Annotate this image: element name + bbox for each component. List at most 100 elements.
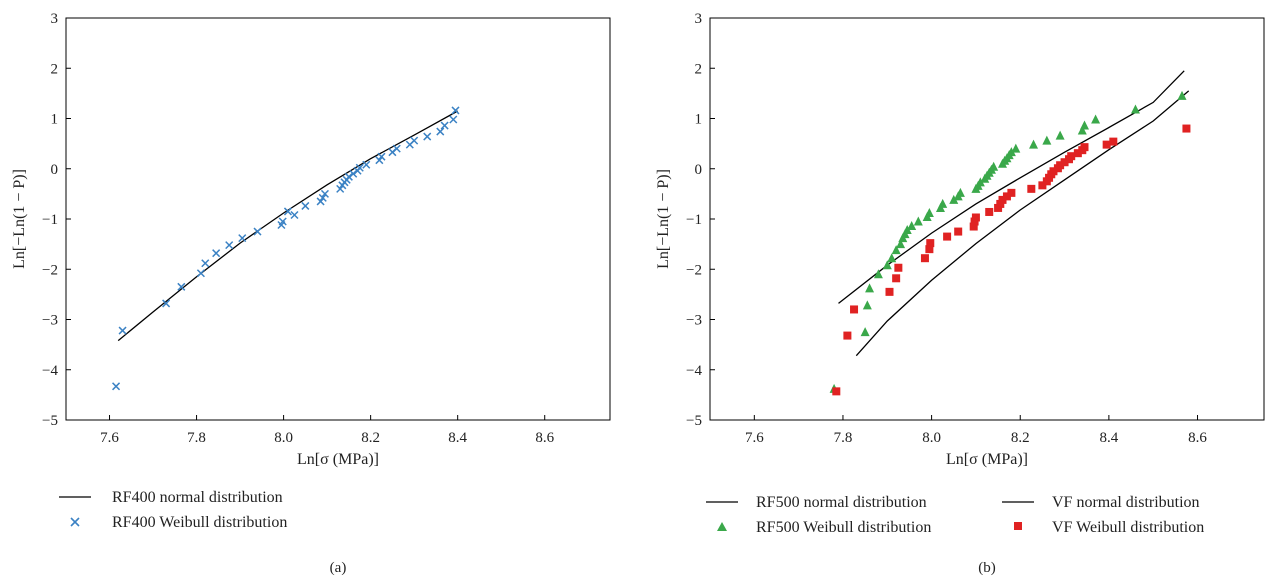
y-tick-label: −5	[686, 413, 702, 429]
x-tick-label: 7.6	[745, 430, 764, 446]
rf500-weibull-distribution-point	[1080, 120, 1090, 130]
rf400-weibull-distribution-point	[436, 127, 445, 136]
vf-weibull-distribution-point	[971, 213, 980, 222]
y-tick-label: −2	[686, 262, 702, 278]
vf-weibull-distribution-point	[985, 207, 994, 216]
vf-weibull-distribution-point	[1007, 188, 1016, 197]
rf500-weibull-distribution-point	[873, 269, 883, 279]
rf500-weibull-distribution-point	[989, 161, 999, 171]
panel-a: Ln[σ (MPa)] Ln[−Ln(1 − P)] RF400 normal …	[11, 11, 611, 576]
vf-weibull-distribution-point	[1002, 192, 1011, 201]
vf-weibull-distribution-point	[1182, 124, 1191, 133]
rf400-weibull-distribution-point	[449, 115, 458, 124]
vf-weibull-distribution-point	[1109, 137, 1118, 146]
x-tick-label: 8.0	[922, 430, 941, 446]
panel-b: Ln[σ (MPa)] Ln[−Ln(1 − P)] RF500 normal …	[655, 11, 1265, 576]
vf-weibull-distribution-point	[843, 331, 852, 340]
vf-weibull-distribution-point	[885, 287, 894, 296]
rf400-weibull-distribution-point	[290, 210, 299, 220]
rf400-weibull-distribution-point	[377, 152, 386, 161]
x-tick-label: 8.2	[1011, 430, 1030, 446]
y-tick-label: 0	[51, 162, 59, 178]
panel-label: (a)	[330, 560, 347, 576]
rf500-weibull-distribution-point	[913, 216, 923, 226]
y-tick-label: 1	[51, 112, 59, 128]
vf-weibull-distribution-point	[1067, 152, 1076, 161]
legend-x-marker	[70, 517, 80, 527]
rf500-weibull-distribution-point	[1011, 143, 1021, 153]
rf500-weibull-distribution-point	[865, 283, 875, 293]
y-tick-label: 1	[695, 112, 703, 128]
rf400-weibull-distribution-point	[238, 234, 247, 243]
rf500-weibull-distribution-point	[1177, 90, 1187, 100]
rf400-normal-distribution-line	[117, 110, 459, 342]
vf-weibull-distribution-point	[1073, 149, 1082, 158]
x-tick-label: 8.4	[448, 430, 467, 446]
vf-weibull-distribution-point	[954, 227, 963, 236]
rf500-weibull-distribution-point	[1077, 125, 1087, 135]
rf400-weibull-distribution-point	[283, 207, 292, 216]
rf500-weibull-distribution-point	[907, 221, 917, 231]
vf-weibull-distribution-point	[969, 222, 978, 231]
rf400-weibull-distribution-point	[451, 106, 460, 115]
x-tick-label: 7.8	[187, 430, 206, 446]
rf500-weibull-distribution-point	[862, 300, 872, 310]
rf500-weibull-distribution-point	[902, 225, 912, 235]
y-tick-label: 2	[695, 61, 703, 77]
vf-weibull-distribution-point	[1080, 143, 1089, 152]
y-tick-label: 0	[695, 162, 703, 178]
legend-label-normal: RF400 normal distribution	[112, 489, 283, 506]
legend-label-vf-normal: VF normal distribution	[1052, 494, 1200, 511]
x-tick-label: 8.2	[361, 430, 380, 446]
y-tick-label: −1	[686, 212, 702, 228]
rf400-weibull-distribution-point	[362, 160, 371, 169]
y-tick-label: 3	[695, 11, 703, 27]
y-axis-label: Ln[−Ln(1 − P)]	[11, 169, 28, 269]
rf500-weibull-distribution-point	[1006, 147, 1016, 157]
x-axis-label: Ln[σ (MPa)]	[946, 451, 1028, 468]
rf400-weibull-distribution-point	[423, 132, 432, 141]
y-tick-label: 2	[51, 61, 59, 77]
rf400-weibull-distribution-point	[349, 169, 358, 178]
vf-weibull-distribution-point	[892, 274, 901, 283]
x-axis-label: Ln[σ (MPa)]	[297, 451, 379, 468]
rf400-weibull-distribution-point	[212, 249, 221, 258]
vf-weibull-distribution-point	[832, 387, 841, 396]
y-axis-label: Ln[−Ln(1 − P)]	[655, 169, 672, 269]
y-tick-label: −5	[42, 413, 58, 429]
vf-weibull-distribution-point	[925, 245, 934, 254]
rf400-weibull-distribution-point	[344, 172, 353, 181]
rf500-weibull-distribution-point	[975, 177, 985, 187]
legend-label-rf500-weibull: RF500 Weibull distribution	[756, 519, 931, 536]
rf500-weibull-distribution-point	[1055, 130, 1065, 140]
vf-weibull-distribution-point	[943, 232, 952, 241]
vf-weibull-distribution-point	[894, 263, 903, 272]
y-tick-label: −1	[42, 212, 58, 228]
vf-weibull-distribution-point	[850, 305, 859, 314]
legend-label-vf-weibull: VF Weibull distribution	[1052, 519, 1204, 536]
rf500-weibull-distribution-point	[949, 194, 959, 204]
x-tick-label: 7.6	[100, 430, 119, 446]
legend-label-weibull: RF400 Weibull distribution	[112, 514, 287, 531]
vf-weibull-distribution-point	[996, 199, 1005, 208]
rf400-weibull-distribution-point	[410, 136, 419, 145]
rf500-weibull-distribution-point	[887, 253, 897, 263]
rf400-weibull-distribution-point	[278, 217, 287, 226]
rf400-weibull-distribution-point	[162, 299, 171, 308]
y-tick-label: 3	[51, 11, 59, 27]
rf400-weibull-distribution-point	[320, 189, 329, 198]
x-tick-label: 7.8	[834, 430, 853, 446]
vf-weibull-distribution-point	[1038, 181, 1047, 190]
rf400-weibull-distribution-point	[201, 259, 210, 268]
rf400-weibull-distribution-point	[118, 326, 127, 335]
rf400-weibull-distribution-point	[253, 227, 262, 236]
rf400-weibull-distribution-point	[196, 269, 205, 278]
plot-frame	[65, 17, 611, 421]
rf500-weibull-distribution-point	[1091, 114, 1101, 124]
vf-weibull-distribution-point	[926, 239, 935, 248]
rf400-weibull-distribution-point	[440, 121, 449, 130]
vf-normal-distribution-line	[855, 90, 1190, 357]
rf500-weibull-distribution-point	[896, 239, 906, 249]
rf500-weibull-distribution-point	[1042, 135, 1052, 145]
rf400-weibull-distribution-point	[392, 144, 401, 153]
